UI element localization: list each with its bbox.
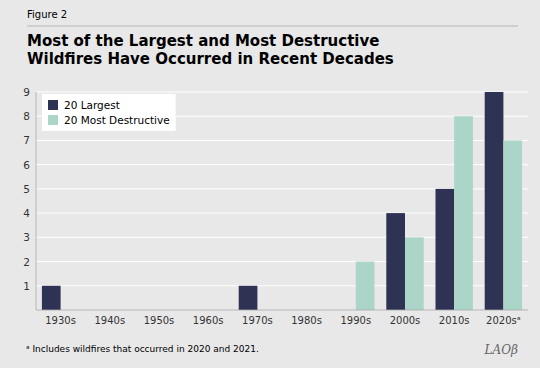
y-tick-label: 8 bbox=[23, 110, 30, 122]
y-tick-label: 5 bbox=[23, 183, 30, 195]
figure-label: Figure 2 bbox=[27, 9, 67, 20]
legend-label: 20 Most Destructive bbox=[64, 114, 170, 126]
legend-box bbox=[42, 94, 176, 131]
y-axis-line bbox=[36, 92, 37, 310]
x-tick-label: 1960s bbox=[193, 315, 224, 326]
background bbox=[0, 0, 540, 368]
y-tick-label: 2 bbox=[23, 256, 30, 268]
x-tick-label: 1980s bbox=[291, 315, 322, 326]
chart: Figure 2 Most of the Largest and Most Des… bbox=[0, 0, 540, 368]
bar bbox=[356, 262, 375, 310]
x-tick-label: 1990s bbox=[340, 315, 371, 326]
y-tick-label: 4 bbox=[23, 207, 30, 219]
x-tick-label: 2000s bbox=[390, 315, 421, 326]
x-tick-label: 2020sᵃ bbox=[486, 315, 521, 326]
x-tick-label: 1940s bbox=[94, 315, 125, 326]
bar bbox=[454, 116, 473, 310]
x-tick-label: 1970s bbox=[242, 315, 273, 326]
separator bbox=[27, 26, 518, 27]
title: Most of the Largest and Most Destructive bbox=[27, 32, 379, 50]
x-tick-label: 1950s bbox=[144, 315, 175, 326]
x-axis-line bbox=[36, 310, 528, 311]
legend: 20 Largest 20 Most Destructive bbox=[42, 94, 176, 131]
bar bbox=[436, 189, 455, 310]
y-tick-label: 3 bbox=[23, 231, 30, 243]
legend-label: 20 Largest bbox=[64, 99, 120, 111]
logo: LAOβ bbox=[484, 343, 518, 357]
y-tick-label: 7 bbox=[23, 134, 30, 146]
y-tick-label: 6 bbox=[23, 159, 30, 171]
title: Wildfires Have Occurred in Recent Decade… bbox=[27, 50, 394, 68]
bar bbox=[503, 140, 522, 310]
bar bbox=[42, 286, 61, 310]
bar bbox=[485, 92, 504, 310]
x-tick-label: 1930s bbox=[45, 315, 76, 326]
footnote: ᵃ Includes wildfires that occurred in 20… bbox=[26, 344, 259, 354]
y-tick-label: 9 bbox=[23, 86, 30, 98]
grid-line bbox=[36, 92, 528, 93]
bars bbox=[42, 92, 522, 310]
legend-swatch bbox=[48, 100, 58, 110]
x-tick-label: 2010s bbox=[439, 315, 470, 326]
legend-swatch bbox=[48, 115, 58, 125]
bar bbox=[239, 286, 258, 310]
y-tick-label: 1 bbox=[23, 280, 30, 292]
bar bbox=[386, 213, 405, 310]
bar bbox=[405, 237, 424, 310]
